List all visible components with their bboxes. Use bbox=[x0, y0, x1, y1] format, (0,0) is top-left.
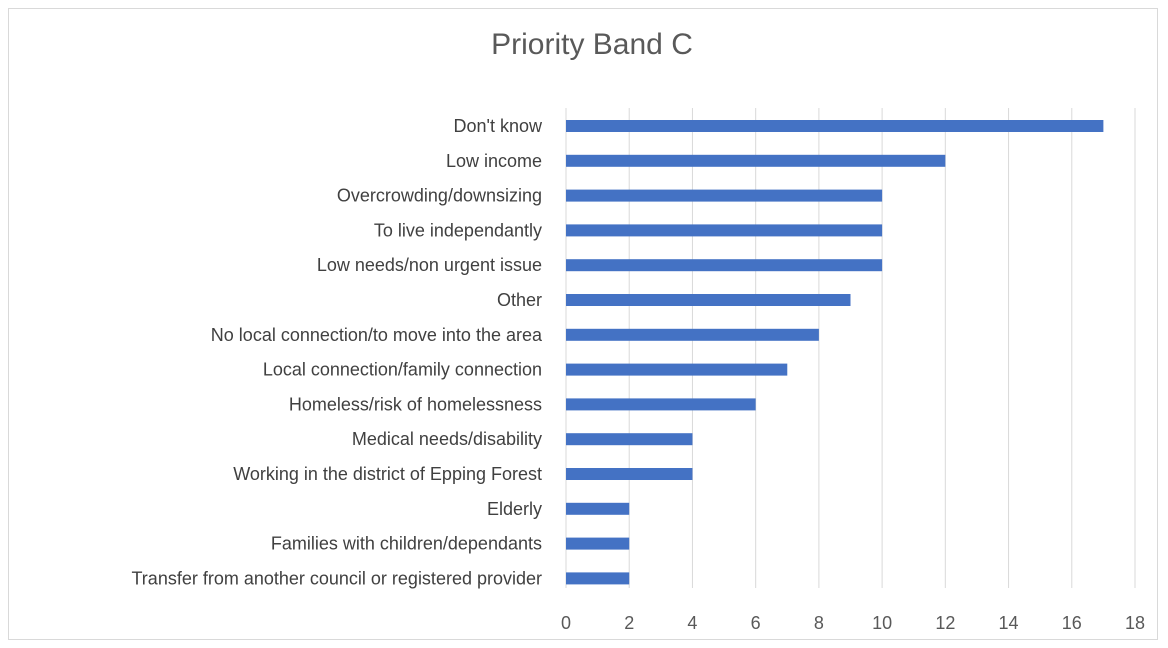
bar bbox=[566, 572, 630, 585]
bar bbox=[566, 294, 851, 306]
chart-title: Priority Band C bbox=[491, 28, 693, 61]
category-label: Families with children/dependants bbox=[271, 534, 542, 554]
bar bbox=[566, 120, 1104, 132]
category-label: Local connection/family connection bbox=[263, 360, 542, 380]
category-label: Don't know bbox=[454, 116, 543, 136]
chart-frame bbox=[8, 8, 1158, 640]
grid-lines bbox=[565, 108, 1136, 588]
bar bbox=[566, 224, 883, 237]
category-label: Medical needs/disability bbox=[352, 429, 542, 449]
x-tick-label: 10 bbox=[872, 613, 892, 633]
bar-series bbox=[566, 120, 1104, 585]
bar bbox=[566, 328, 819, 341]
bar bbox=[566, 189, 883, 202]
x-tick-label: 6 bbox=[751, 613, 761, 633]
bar bbox=[566, 433, 693, 446]
category-label: Transfer from another council or registe… bbox=[131, 568, 542, 588]
x-tick-label: 4 bbox=[687, 613, 697, 633]
category-label: Elderly bbox=[487, 499, 542, 519]
category-label: Overcrowding/downsizing bbox=[337, 186, 542, 206]
category-label: Other bbox=[497, 290, 542, 310]
x-tick-labels: 0 2 4 6 8 10 12 14 16 18 bbox=[561, 613, 1145, 633]
category-label: Low income bbox=[446, 151, 542, 171]
x-tick-label: 12 bbox=[935, 613, 955, 633]
bar bbox=[566, 363, 788, 376]
bar bbox=[566, 468, 693, 480]
x-tick-label: 8 bbox=[814, 613, 824, 633]
x-tick-label: 18 bbox=[1125, 613, 1145, 633]
bar bbox=[566, 259, 883, 272]
bar bbox=[566, 398, 756, 411]
category-label: Homeless/risk of homelessness bbox=[289, 394, 542, 414]
category-label: No local connection/to move into the are… bbox=[211, 325, 543, 345]
bar bbox=[566, 154, 946, 167]
bar bbox=[566, 502, 630, 515]
category-label: To live independantly bbox=[374, 220, 542, 240]
x-tick-label: 14 bbox=[999, 613, 1019, 633]
x-tick-label: 16 bbox=[1062, 613, 1082, 633]
category-label: Low needs/non urgent issue bbox=[317, 255, 542, 275]
bar bbox=[566, 537, 630, 550]
category-labels: Don't know Low income Overcrowding/downsiz… bbox=[131, 116, 543, 588]
x-tick-label: 2 bbox=[624, 613, 634, 633]
category-label: Working in the district of Epping Forest bbox=[233, 464, 542, 484]
x-tick-label: 0 bbox=[561, 613, 571, 633]
